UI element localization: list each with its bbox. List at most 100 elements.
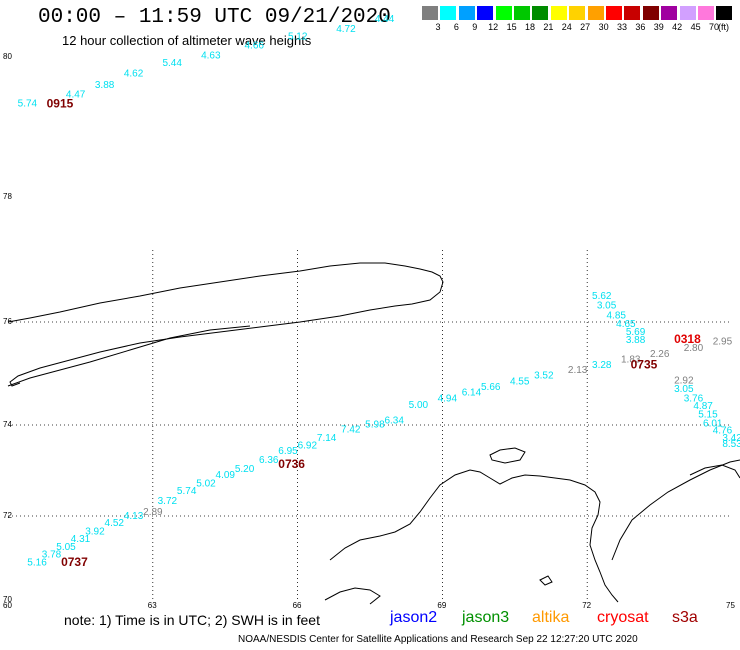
novaya-zemlya-coast — [7, 262, 444, 387]
vaygach-coast — [324, 587, 381, 605]
wave-height-value: 5.16 — [27, 558, 47, 569]
scale-label: 70 — [708, 22, 719, 32]
wave-height-value: 5.69 — [626, 327, 646, 338]
wave-height-value: 3.52 — [534, 371, 554, 382]
wave-height-value: 1.83 — [621, 355, 641, 366]
scale-label: 42 — [672, 22, 683, 32]
scale-label: 30 — [598, 22, 609, 32]
coastline — [7, 262, 740, 605]
wave-height-value: 4.47 — [66, 90, 86, 101]
satellite-legend-item: altika — [532, 609, 570, 626]
lon-label: 72 — [582, 601, 592, 610]
wave-height-value: 3.88 — [95, 80, 115, 91]
bely-island-coast — [489, 447, 526, 464]
scale-swatch — [458, 6, 475, 20]
lat-label: 70 — [3, 595, 12, 604]
wave-height-value: 4.85 — [607, 310, 627, 321]
wave-height-value: 3.05 — [674, 384, 694, 395]
scale-swatch — [587, 6, 604, 20]
wave-height-value: 2.92 — [674, 375, 694, 386]
scale-swatch — [624, 6, 641, 20]
graticule — [8, 250, 732, 600]
wave-height-value: 2.80 — [684, 343, 704, 354]
wave-height-value: 4.31 — [71, 534, 91, 545]
scale-label: 18 — [524, 22, 535, 32]
lon-label: 63 — [147, 601, 157, 610]
scale-swatch — [642, 6, 659, 20]
lon-label: 69 — [437, 601, 447, 610]
wave-height-value: 6.34 — [384, 415, 404, 426]
wave-height-value: 2.95 — [713, 337, 733, 348]
wave-height-value: 8.53 — [722, 439, 740, 450]
scale-label: 12 — [488, 22, 499, 32]
wave-height-value: 2.89 — [143, 507, 163, 518]
wave-height-value: 5.00 — [409, 400, 429, 411]
wave-height-value: 5.15 — [698, 409, 718, 420]
wave-height-value: 7.14 — [317, 433, 337, 444]
scale-swatch — [532, 6, 549, 20]
wave-height-value: 3.76 — [684, 393, 704, 404]
lat-label: 78 — [3, 192, 12, 201]
wave-height-value: 5.44 — [162, 58, 182, 69]
scale-label: 39 — [653, 22, 664, 32]
yamal-peninsula-coast — [329, 469, 619, 603]
small-island-coast — [539, 575, 553, 586]
wave-height-value: 5.74 — [177, 486, 197, 497]
footer-note: note: 1) Time is in UTC; 2) SWH is in fe… — [64, 612, 320, 628]
wave-height-value: 5.12 — [288, 32, 308, 43]
scale-swatch — [606, 6, 622, 20]
wave-height-value: 3.72 — [158, 496, 178, 507]
wave-height-value: 3.05 — [597, 300, 617, 311]
scale-swatch — [495, 6, 512, 20]
wave-height-value: 6.01 — [703, 418, 723, 429]
gydan-peninsula-coast — [611, 459, 740, 561]
novaya-zemlya-south-coast — [7, 325, 251, 387]
wave-height-value: 4.65 — [616, 319, 636, 330]
scale-label: 6 — [453, 22, 459, 32]
wave-height-value: 4.55 — [510, 376, 530, 387]
wave-height-value: 5.66 — [481, 382, 501, 393]
lat-label: 72 — [3, 511, 12, 520]
map-title: 00:00 – 11:59 UTC 09/21/2020 — [38, 6, 391, 29]
wave-height-value: 4.13 — [124, 511, 144, 522]
lat-label: 74 — [3, 420, 12, 429]
satellite-legend-item: s3a — [672, 609, 698, 626]
lon-label: 60 — [3, 601, 12, 610]
scale-swatch — [679, 6, 696, 20]
wave-height-value: 4.94 — [438, 393, 458, 404]
wave-height-value: 4.09 — [216, 470, 236, 481]
wave-height-value: 5.74 — [18, 99, 38, 110]
scale-label: 21 — [543, 22, 554, 32]
wave-height-value: 4.44 — [375, 14, 395, 25]
scale-swatch — [569, 6, 586, 20]
wave-height-value: 4.66 — [245, 41, 265, 52]
scale-label: 3 — [435, 22, 441, 32]
wave-height-value: 3.88 — [626, 335, 646, 346]
wave-height-value: 5.02 — [196, 478, 216, 489]
wave-height-value: 4.63 — [201, 50, 221, 61]
wave-height-value: 6.36 — [259, 455, 279, 466]
scale-label: 27 — [580, 22, 591, 32]
satellite-legend-item: cryosat — [597, 609, 649, 626]
scale-swatch — [440, 6, 457, 20]
wave-height-value: 6.92 — [298, 441, 318, 452]
scale-swatch — [422, 6, 438, 20]
wave-height-value: 3.78 — [42, 550, 62, 561]
pass-time-label: 0318 — [674, 332, 701, 346]
scale-label: 36 — [635, 22, 646, 32]
scale-label: 9 — [472, 22, 478, 32]
wave-height-value: 4.62 — [124, 69, 144, 80]
wave-height-value: 2.13 — [568, 365, 588, 376]
wave-height-value: 5.05 — [56, 542, 76, 553]
wave-height-value: 4.87 — [693, 401, 713, 412]
scale-swatch — [698, 6, 714, 20]
pass-time-label: 0915 — [47, 96, 74, 110]
east-island-coast — [689, 464, 740, 479]
lon-label: 75 — [726, 601, 735, 610]
lat-label: 76 — [3, 317, 12, 326]
scale-swatch — [550, 6, 567, 20]
scale-swatch — [716, 6, 733, 20]
scale-label: 45 — [690, 22, 701, 32]
pass-time-label: 0737 — [61, 555, 88, 569]
scale-label: 15 — [506, 22, 517, 32]
